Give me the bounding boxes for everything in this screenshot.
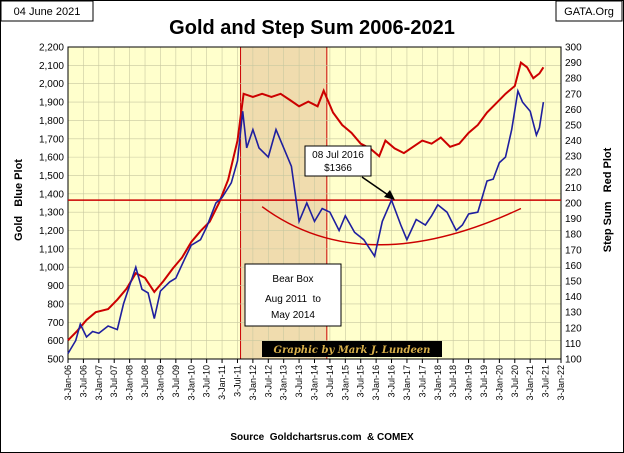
y-left-tick-label: 1,000 [39,263,64,274]
y-right-tick-label: 190 [565,214,582,225]
site-box [555,0,623,22]
y-right-tick-label: 240 [565,136,582,147]
x-tick-label: 3-Jul-12 [263,365,273,398]
y-right-tick-label: 140 [565,292,582,303]
y-right-tick-label: 100 [565,355,582,366]
x-tick-label: 3-Jan-14 [310,365,320,401]
x-tick-label: 3-Jan-07 [94,365,104,401]
bear-box-period-end: May 2014 [271,310,315,321]
y-right-tick-label: 120 [565,323,582,334]
y-right-tick-label: 270 [565,89,582,100]
y-left-tick-label: 900 [47,281,64,292]
x-tick-label: 3-Jan-16 [371,365,381,401]
y-right-tick-label: 280 [565,74,582,85]
y-left-tick-label: 500 [47,355,64,366]
bear-box-period-start: Aug 2011 to [265,294,321,305]
x-tick-label: 3-Jul-11 [232,365,242,397]
x-tick-label: 3-Jan-13 [279,365,289,401]
y-right-tick-label: 200 [565,199,582,210]
x-tick-label: 3-Jul-21 [541,365,551,398]
y-left-tick-label: 1,900 [39,98,64,109]
x-tick-label: 3-Jul-10 [202,365,212,398]
x-tick-label: 3-Jul-14 [325,365,335,398]
x-tick-label: 3-Jan-19 [464,365,474,401]
y-axis-left: 500 600 700 800 900 1,000 1,100 1,200 1,300 1,400… [39,43,64,366]
x-tick-label: 3-Jul-06 [78,365,88,398]
gold-series-line [67,88,545,354]
y-left-tick-label: 1,700 [39,134,64,145]
callout-box [304,145,372,177]
y-right-tick-label: 130 [565,308,582,319]
credit-banner-text: Graphic by Mark J. Lundeen [274,345,431,356]
callout-date: 08 Jul 2016 [312,150,364,161]
x-tick-label: 3-Jan-09 [155,365,165,401]
callout-value: $1366 [324,163,352,174]
y-left-tick-label: 2,000 [39,79,64,90]
y-right-tick-label: 150 [565,277,582,288]
site-label: GATA.Org [564,6,614,18]
y-right-tick-label: 110 [565,339,581,350]
y-right-tick-label: 160 [565,261,582,272]
x-tick-label: 3-Jan-06 [63,365,73,401]
y-axis-right-label: Step Sum Red Plot [602,147,614,252]
y-left-tick-label: 1,200 [39,226,64,237]
x-tick-label: 3-Jul-13 [294,365,304,398]
x-tick-label: 3-Jan-10 [186,365,196,401]
y-right-tick-label: 230 [565,152,582,163]
x-tick-label: 3-Jan-11 [217,365,227,400]
y-axis-left-label: Gold Blue Plot [13,159,25,241]
x-tick-label: 3-Jan-12 [248,365,258,401]
callout-arrowhead [384,190,395,200]
y-left-tick-label: 1,800 [39,116,64,127]
y-left-tick-label: 1,400 [39,189,64,200]
y-left-tick-label: 1,300 [39,208,64,219]
x-tick-label: 3-Jan-22 [556,365,566,401]
date-label: 04 June 2021 [14,6,81,18]
y-right-tick-label: 290 [565,58,582,69]
y-left-tick-label: 1,600 [39,153,64,164]
date-box [0,0,94,22]
y-left-tick-label: 700 [47,318,64,329]
x-tick-label: 3-Jan-20 [494,365,504,401]
x-tick-label: 3-Jan-17 [402,365,412,401]
y-left-tick-label: 600 [47,336,64,347]
y-right-tick-label: 210 [565,183,582,194]
y-right-tick-label: 250 [565,121,582,132]
x-tick-label: 3-Jul-15 [356,365,366,398]
x-tick-label: 3-Jan-18 [433,365,443,401]
credit-banner [262,341,442,357]
y-right-tick-label: 180 [565,230,582,241]
x-tick-label: 3-Jul-17 [417,365,427,398]
x-tick-label: 3-Jan-15 [340,365,350,401]
y-left-tick-label: 2,200 [39,43,64,54]
x-tick-label: 3-Jul-18 [448,365,458,398]
step-sum-series-line [67,60,545,341]
bear-box-label-box [244,263,342,327]
x-tick-label: 3-Jul-20 [510,365,520,398]
callout-arrow [361,176,392,198]
y-left-tick-label: 800 [47,299,64,310]
x-tick-label: 3-Jan-21 [525,365,535,401]
y-left-tick-label: 2,100 [39,61,64,72]
y-right-tick-label: 170 [565,245,582,256]
x-axis: 3-Jan-06 3-Jul-06 3-Jan-07 3-Jul-07 3-Jan-08… [63,359,566,401]
x-tick-label: 3-Jan-08 [125,365,135,401]
y-right-tick-label: 260 [565,105,582,116]
y-right-tick-label: 220 [565,167,582,178]
y-axis-right: 100 110 120 130 140 150 160 170 180 190 200 210 220 2… [565,43,582,366]
x-tick-label: 3-Jul-19 [479,365,489,398]
y-left-tick-label: 1,500 [39,171,64,182]
y-right-tick-label: 300 [565,43,582,54]
source-label: Source Goldchartsrus.com & COMEX [230,432,414,443]
x-tick-label: 3-Jul-08 [140,365,150,398]
x-tick-label: 3-Jul-07 [109,365,119,398]
chart-title: Gold and Step Sum 2006-2021 [169,17,455,39]
bear-box-title: Bear Box [272,274,313,285]
x-tick-label: 3-Jul-16 [387,365,397,398]
x-tick-label: 3-Jul-09 [171,365,181,398]
y-left-tick-label: 1,100 [39,244,64,255]
